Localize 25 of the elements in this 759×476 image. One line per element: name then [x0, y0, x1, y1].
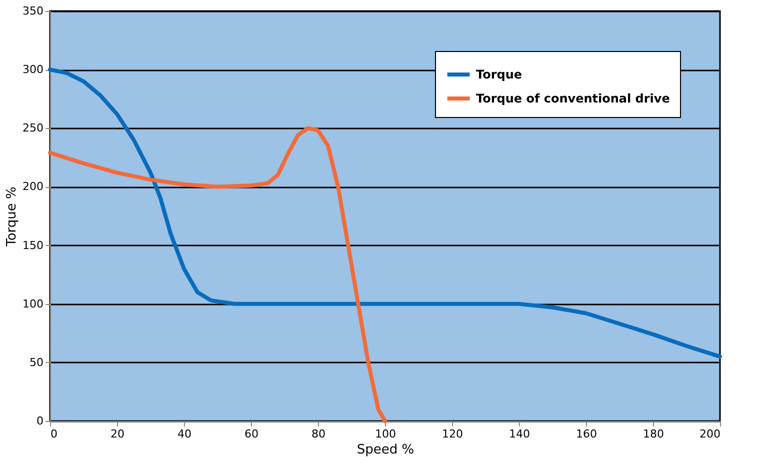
x-tick-label: 40	[178, 428, 192, 440]
y-tick-label: 250	[22, 122, 44, 135]
y-axis-title: Torque %	[4, 186, 20, 248]
x-tick-label: 20	[110, 428, 124, 440]
x-axis-title: Speed %	[356, 442, 414, 458]
y-tick-label: 300	[22, 63, 44, 76]
x-tick-label: 200	[700, 428, 720, 440]
y-tick-label: 100	[22, 297, 44, 310]
x-tick-label: 120	[442, 428, 463, 440]
x-tick-label: 180	[643, 428, 664, 440]
x-tick-label: 100	[375, 428, 396, 440]
y-tick-label: 200	[22, 180, 44, 194]
y-tick-label: 150	[22, 238, 44, 252]
x-tick-label: 60	[244, 428, 258, 440]
legend-label: Torque	[476, 68, 522, 82]
line-series	[48, 126, 387, 423]
legend-label: Torque of conventional drive	[476, 92, 670, 106]
x-tick-label: 140	[509, 428, 530, 440]
x-tick-label: 160	[576, 428, 597, 440]
y-tick-label: 50	[30, 356, 44, 369]
line-series	[48, 68, 722, 359]
y-tick-label: 350	[22, 4, 44, 18]
y-tick-label: 0	[36, 414, 44, 428]
x-tick-label: 0	[50, 428, 58, 440]
x-tick-label: 80	[312, 428, 326, 440]
